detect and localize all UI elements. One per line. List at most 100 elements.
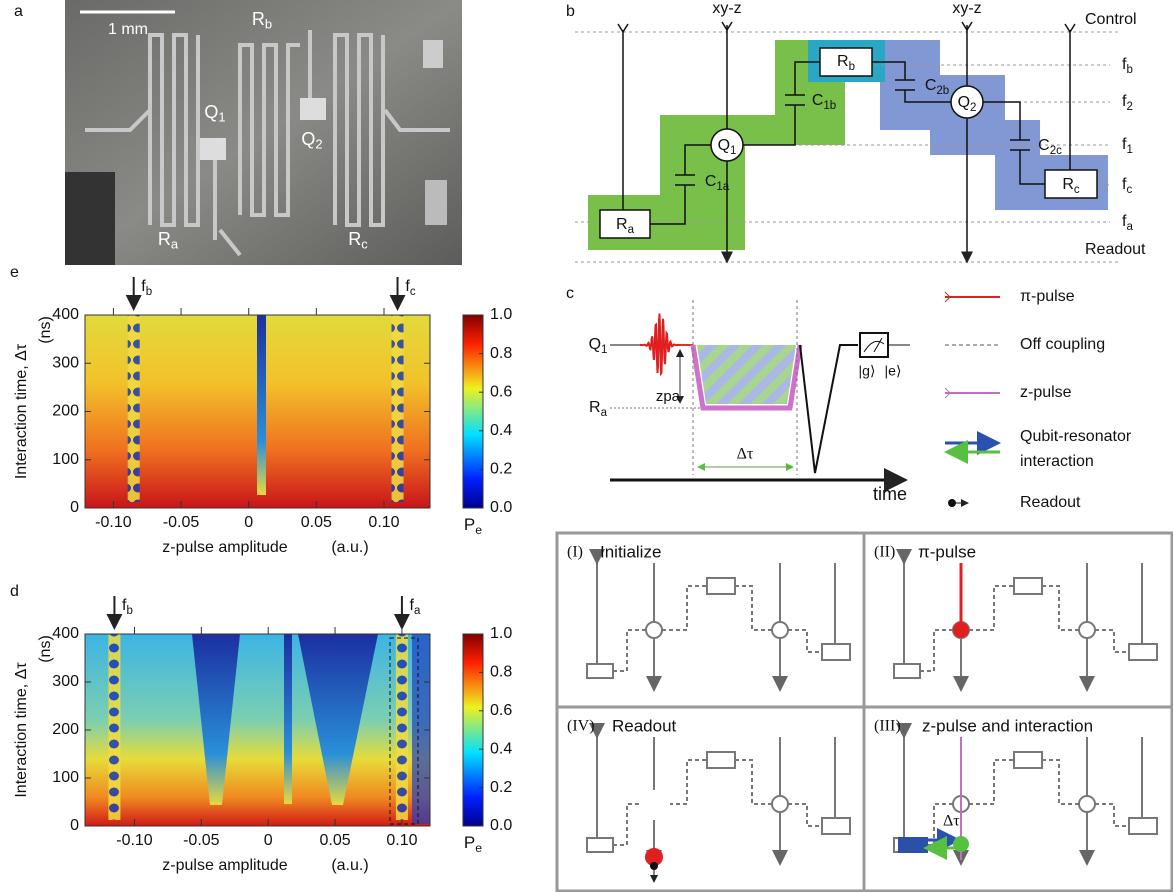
label: fa (409, 597, 420, 617)
panel-label: d (10, 583, 19, 600)
colorbar-tick-label: 0.2 (490, 461, 512, 478)
label: Ra (158, 229, 179, 252)
pad (425, 180, 447, 225)
heatmap-axes: fb fc-0.10 -0.05 0 0.05 0.100100200300400Inte… (10, 264, 512, 874)
colorbar (462, 314, 484, 509)
legend-label: Off coupling (1020, 336, 1105, 353)
resonance-fringe (127, 315, 140, 502)
panel-label: b (566, 3, 575, 20)
label-sub: c (1074, 184, 1080, 196)
heatmap-feature (257, 315, 266, 495)
label-sub: 2b (936, 85, 949, 97)
x-tick-label: 0.05 (301, 514, 332, 531)
x-axis-label: z-pulse amplitude (162, 857, 288, 874)
label-main: C (705, 173, 717, 190)
wirebond-area (65, 172, 115, 265)
label-sub: c (410, 286, 416, 298)
legend-label: Readout (1020, 494, 1081, 511)
panel-label: e (10, 264, 19, 281)
label-main: Q (958, 94, 970, 111)
axis-label: time (873, 484, 907, 504)
y-tick-label: 0 (70, 817, 79, 834)
step-title: Initialize (600, 542, 661, 561)
interaction-region (697, 345, 796, 404)
label-sub: a (171, 237, 179, 252)
zpa-label: zpa (656, 388, 681, 405)
label-main: R (589, 399, 601, 416)
y-axis-label: Interaction time, Δτ (13, 662, 30, 798)
label-main: C (925, 77, 937, 94)
label: Ra (616, 216, 635, 236)
label: Rc (348, 229, 368, 252)
label-main: C (1038, 137, 1050, 154)
chip-wiring (85, 30, 450, 257)
step-number: (III) (874, 718, 901, 735)
step-title: Readout (612, 716, 677, 735)
step-number: (IV) (567, 718, 595, 735)
label: Q2 (958, 94, 977, 114)
y-tick-label: 300 (52, 673, 79, 690)
y-tick-label: 100 (52, 451, 79, 468)
y-tick-label: 400 (52, 625, 79, 642)
label: C1a (705, 173, 730, 193)
label-sub: b (849, 61, 855, 73)
colorbar-tick-label: 0.4 (490, 740, 512, 757)
label: Q1 (589, 336, 608, 356)
label-sub: 1 (218, 110, 225, 125)
y-axis-label: Interaction time, Δτ (13, 343, 30, 479)
step-panels (555, 531, 1173, 892)
qubit-pad (300, 98, 326, 120)
y-tick-label: 200 (52, 721, 79, 738)
line-label: xy-z (712, 0, 741, 17)
colorbar (462, 633, 484, 827)
label-main: R (837, 53, 849, 70)
circuit (599, 21, 1098, 264)
pulse-sequence (610, 291, 1001, 507)
x-tick-label: 0.10 (386, 832, 417, 849)
colorbar-tick-label: 0.0 (490, 499, 512, 516)
label-sub: 2 (315, 137, 322, 152)
label: Q1 (204, 102, 225, 125)
panel-label: c (566, 285, 574, 302)
label-sub: a (1126, 221, 1133, 233)
label: C2b (925, 77, 949, 97)
colorbar-tick-label: 0.4 (490, 422, 512, 439)
legend-label: π-pulse (1020, 288, 1075, 305)
heatmap (85, 634, 430, 826)
colorbar-tick-label: 1.0 (490, 306, 512, 323)
label-sub: b (265, 17, 272, 32)
pad (423, 40, 443, 68)
label-sub: a (628, 224, 635, 236)
y-axis-unit: (ns) (37, 316, 54, 344)
label-main: f (1122, 213, 1127, 230)
label-main: R (1062, 176, 1074, 193)
panel-label: a (14, 3, 23, 20)
label: fb (122, 597, 133, 617)
label-sub: 1b (823, 100, 836, 112)
step-title: π-pulse (918, 542, 976, 561)
label-main: Q (301, 129, 315, 149)
y-axis-unit: (ns) (37, 635, 54, 663)
label: Ra (589, 399, 608, 419)
y-tick-label: 0 (70, 499, 79, 516)
label-main: R (252, 9, 265, 29)
label-sub: 2 (970, 102, 976, 114)
label: Rb (837, 53, 855, 73)
x-tick-label: -0.05 (163, 514, 200, 531)
label-main: f (1122, 176, 1127, 193)
label-main: R (616, 216, 628, 233)
label-sub: 1 (1126, 144, 1132, 156)
label-main: R (348, 229, 361, 249)
label-main: R (158, 229, 171, 249)
label-main: Q (204, 102, 218, 122)
label: f1 (1122, 136, 1133, 156)
label-main: f (1122, 93, 1127, 110)
label-main: C (812, 92, 824, 109)
colorbar-tick-label: 1.0 (490, 625, 512, 642)
x-tick-label: -0.05 (183, 832, 220, 849)
level-label: Control (1085, 11, 1137, 28)
coupled-region-2 (880, 40, 1108, 210)
label: fc (405, 278, 415, 298)
label-sub: a (414, 605, 421, 617)
